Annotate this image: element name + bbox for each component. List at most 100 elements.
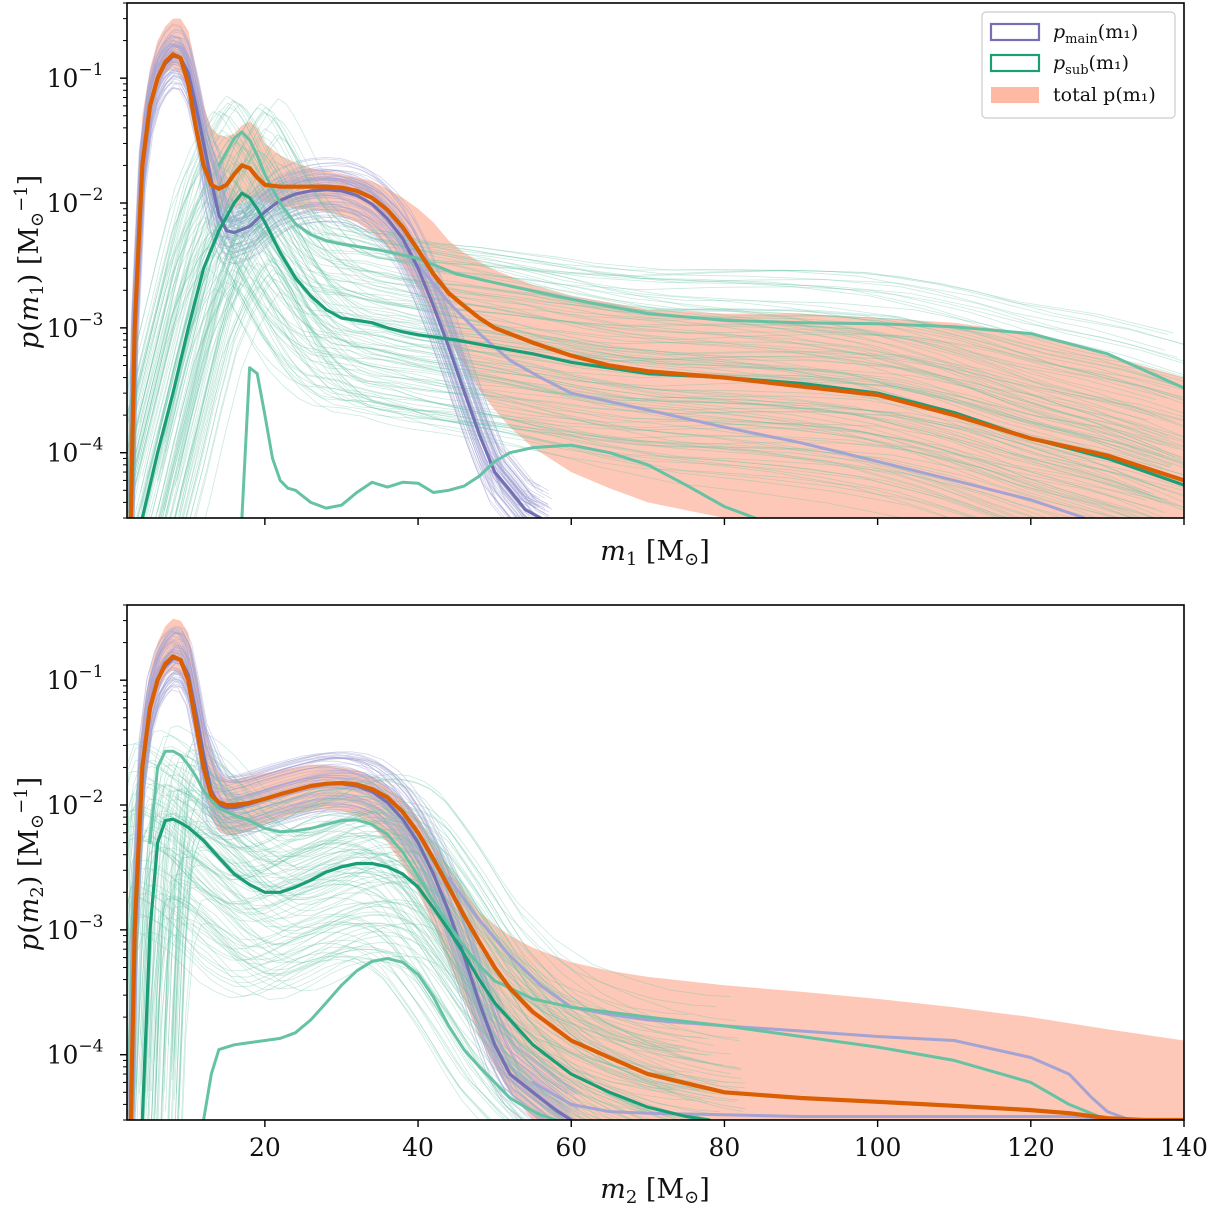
sub-draw-line	[135, 141, 1178, 476]
sub-draw-line	[171, 777, 739, 1080]
sub-draw-line	[153, 852, 720, 1120]
main-draw-line	[132, 646, 580, 1109]
sub-draw-line	[127, 152, 1156, 487]
sub-draw-line	[185, 262, 1184, 518]
main-draw-line	[130, 75, 518, 518]
legend-label-total: total p(m₁)	[1053, 84, 1156, 106]
main-draw-line	[130, 24, 541, 488]
sub-draw-line	[127, 229, 1155, 518]
sub-draw-line	[127, 915, 511, 1120]
sub-draw-line	[170, 231, 1021, 518]
main-draw-line	[130, 661, 566, 1120]
main-draw-line	[133, 28, 550, 492]
sub-draw-line	[181, 286, 1155, 518]
main-draw-line	[133, 45, 551, 509]
main-draw-line	[128, 51, 535, 514]
main-draw-line	[130, 44, 541, 508]
sub-draw-line	[164, 206, 1184, 518]
sub-draw-line	[158, 150, 1184, 482]
y-tick-label: 10−3	[47, 912, 104, 945]
sub-draw-line	[146, 158, 1184, 503]
sub-draw-line	[151, 873, 590, 1120]
sub-draw-line	[127, 770, 673, 1090]
series-p-main-lower2	[531, 1080, 1132, 1120]
sub-draw-line	[163, 111, 1184, 436]
legend-swatch-sub	[989, 53, 1041, 73]
sub-draw-line	[127, 759, 689, 1064]
sub-draw-line	[162, 850, 594, 1120]
sub-draw-line	[173, 226, 1157, 518]
sub-draw-line	[172, 825, 739, 1120]
sub-draw-line	[135, 783, 704, 1100]
y-tick-label: 10−3	[47, 310, 104, 343]
main-draw-line	[132, 87, 511, 518]
sub-draw-line	[178, 201, 1184, 518]
sub-draw-line	[174, 160, 1184, 487]
main-draw-line	[128, 679, 534, 1120]
sub-draw-line	[161, 214, 1184, 518]
sub-draw-line	[178, 806, 746, 1110]
sub-draw-line	[164, 112, 1184, 444]
main-draw-line	[133, 59, 543, 518]
main-draw-line	[133, 644, 582, 1108]
sub-draw-line	[143, 847, 566, 1120]
main-draw-line	[132, 58, 543, 518]
main-draw-line	[132, 685, 541, 1120]
sub-draw-line	[127, 809, 673, 1112]
sub-draw-line	[159, 191, 1184, 518]
sub-draw-line	[136, 197, 1117, 518]
sub-draw-line	[178, 180, 1184, 513]
sub-draw-line	[127, 154, 1169, 482]
sub-draw-line	[168, 742, 736, 1046]
sub-draw-line	[127, 172, 1157, 506]
sub-draw-line	[127, 190, 1149, 518]
sub-draw-line	[127, 826, 691, 1120]
sub-draw-line	[150, 934, 531, 1120]
sub-draw-line	[161, 856, 566, 1120]
main-draw-line	[127, 641, 561, 1105]
main-draw-line	[133, 47, 553, 510]
sub-draw-line	[179, 225, 1135, 518]
main-draw-line	[132, 681, 543, 1120]
series-total-median	[128, 654, 1184, 1120]
sub-draw-line	[130, 137, 1174, 474]
sub-draw-line	[127, 798, 674, 1120]
axes-frame-top	[126, 2, 1185, 519]
main-draw-line	[130, 35, 541, 499]
sub-draw-line	[127, 746, 680, 1049]
sub-draw-line	[204, 291, 1184, 518]
main-draw-line	[133, 671, 561, 1120]
sub-draw-line	[127, 110, 1156, 440]
main-draw-line	[131, 86, 509, 518]
sub-draw-line	[130, 179, 1173, 506]
sub-draw-line	[127, 867, 520, 1120]
main-draw-line	[129, 661, 563, 1120]
main-draw-line	[131, 632, 576, 1096]
sub-draw-line	[148, 898, 524, 1120]
main-draw-line	[130, 44, 540, 507]
plot-area-bottom	[127, 618, 1184, 1120]
main-draw-line	[129, 82, 506, 518]
sub-draw-line	[145, 897, 524, 1120]
series-p-sub-lower	[240, 366, 757, 518]
main-draw-line	[129, 77, 511, 518]
sub-draw-line	[136, 819, 704, 1120]
sub-draw-line	[174, 235, 1184, 518]
sub-draw-line	[167, 886, 556, 1120]
sub-draw-line	[144, 209, 1183, 518]
sub-draw-line	[133, 835, 700, 1120]
sub-draw-line	[128, 266, 1147, 518]
sub-draw-line	[128, 849, 695, 1120]
sub-draw-line	[173, 756, 741, 1071]
main-draw-line	[129, 631, 568, 1094]
main-draw-line	[132, 631, 579, 1095]
main-draw-line	[131, 684, 536, 1120]
sub-draw-line	[127, 802, 693, 1107]
main-draw-line	[131, 29, 544, 492]
sub-draw-line	[179, 163, 1184, 496]
sub-draw-line	[141, 746, 709, 1064]
sub-draw-line	[160, 103, 1184, 451]
main-draw-line	[130, 23, 541, 487]
sub-draw-line	[151, 878, 636, 1120]
main-draw-line	[129, 689, 524, 1120]
